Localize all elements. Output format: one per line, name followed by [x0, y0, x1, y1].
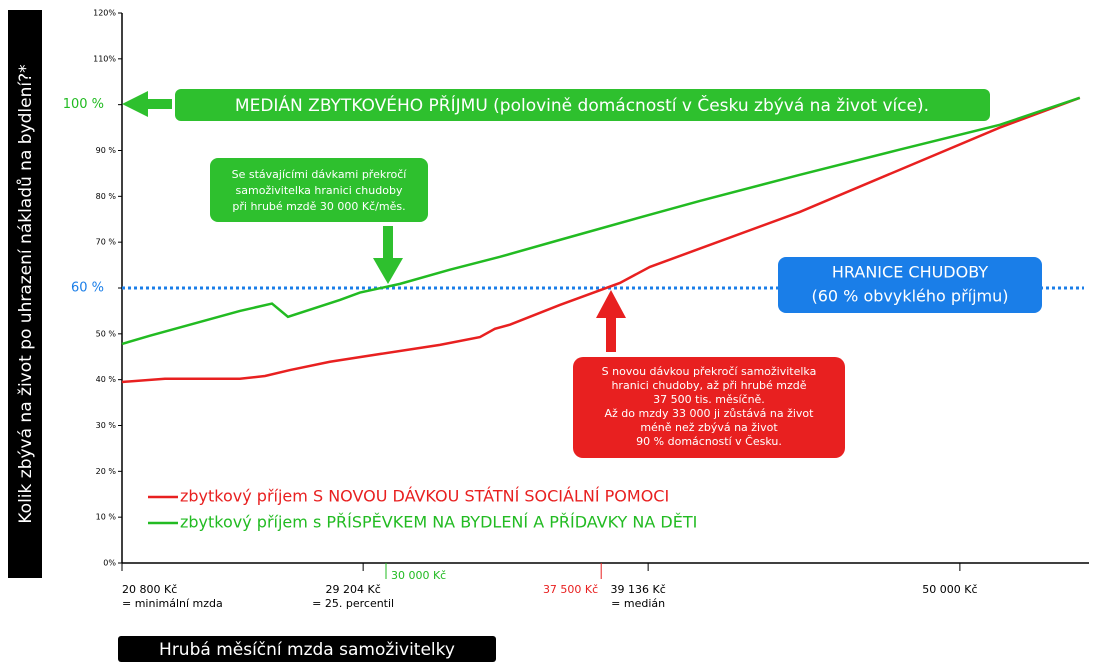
y-tick-label: 40 % [96, 375, 117, 384]
y-tick-label: 50 % [96, 329, 117, 338]
x-tick-label: 30 000 Kč [391, 569, 446, 582]
series-line [121, 96, 1081, 346]
legend-label: zbytkový příjem s PŘÍSPĚVKEM NA BYDLENÍ … [180, 513, 697, 532]
x-tick-note: = minimální mzda [122, 597, 223, 610]
median-note: MEDIÁN ZBYTKOVÉHO PŘÍJMU (polovině domác… [235, 94, 929, 116]
y-axis-label: Kolik zbývá na život po uhrazení nákladů… [16, 64, 36, 523]
poverty-note: HRANICE CHUDOBY [832, 263, 988, 282]
y-tick-label: 70 % [96, 238, 117, 247]
x-label-box [118, 636, 496, 662]
y-tick-label: 0% [103, 559, 116, 568]
green-note: samoživitelka hranici chudoby [236, 184, 403, 197]
y-tick-label: 20 % [96, 467, 117, 476]
red-note: hranici chudoby, až při hrubé mzdě [611, 379, 806, 392]
y-tick-label: 30 % [96, 421, 117, 430]
arrow [596, 290, 626, 352]
red-note: 90 % domácností v Česku. [636, 435, 782, 448]
x-axis-label: Hrubá měsíční mzda samoživitelky [159, 640, 455, 660]
green-note: Se stávajícími dávkami překročí [232, 168, 408, 181]
green-note-box [210, 158, 428, 222]
poverty-note: (60 % obvyklého příjmu) [811, 287, 1008, 306]
y-tick-label: 90 % [96, 146, 117, 155]
y-label-box [8, 10, 42, 578]
arrow [122, 91, 172, 117]
x-tick-note: = medián [611, 597, 665, 610]
red-note: S novou dávkou překročí samoživitelka [602, 365, 817, 378]
poverty-box [778, 257, 1042, 313]
series-line [121, 96, 1081, 384]
x-tick-label: 37 500 Kč [543, 583, 598, 596]
arrow [373, 226, 403, 284]
median-box [175, 89, 990, 121]
red-note: Až do mzdy 33 000 ji zůstává na život [605, 407, 815, 420]
legend-label: zbytkový příjem S NOVOU DÁVKOU STÁTNÍ SO… [180, 487, 669, 506]
red-note: méně než zbývá na život [640, 421, 778, 434]
y-tick-label: 10 % [96, 513, 117, 522]
x-tick-label: 50 000 Kč [922, 583, 977, 596]
red-note: 37 500 tis. měsíčně. [653, 393, 765, 406]
red-note-box [573, 357, 845, 458]
x-tick-label: 20 800 Kč [122, 583, 177, 596]
y-tick-label: 120% [93, 9, 116, 18]
y-tick-label: 100 % [63, 97, 104, 112]
x-tick-label: 39 136 Kč [611, 583, 666, 596]
green-note: při hrubé mzdě 30 000 Kč/měs. [232, 200, 405, 213]
x-tick-label: 29 204 Kč [326, 583, 381, 596]
y-tick-label: 110% [93, 54, 116, 63]
y-tick-label: 80 % [96, 192, 117, 201]
x-tick-note: = 25. percentil [312, 597, 394, 610]
y-tick-label: 60 % [71, 281, 104, 296]
